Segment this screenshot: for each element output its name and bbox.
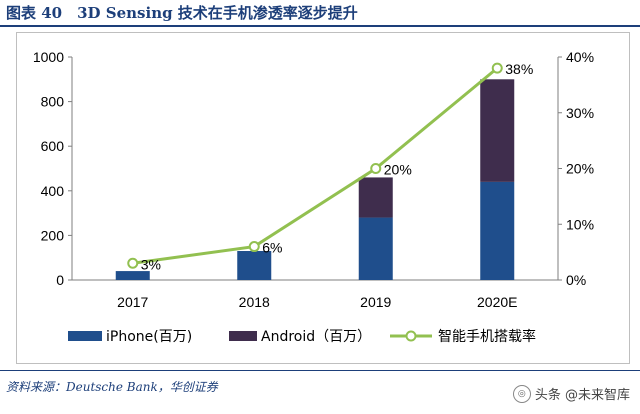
legend-marker-rate [405,330,417,342]
bar-android [358,177,393,218]
line-point [248,241,260,253]
legend-label-android: Android（百万） [261,329,371,345]
bar-iphone [480,181,515,280]
watermark-text: 头条 @未来智库 [534,388,630,403]
line-point [127,257,139,269]
watermark: ◎ 头条 @未来智库 [512,384,630,403]
data-label: 38% [505,61,533,77]
data-label: 6% [262,240,282,256]
x-tick-label: 2019 [360,294,391,310]
legend-swatch-iphone [68,331,102,341]
legend-label-rate: 智能手机搭载率 [438,328,536,345]
y-left-tick-label: 800 [41,94,65,110]
source-divider [0,370,640,371]
y-right-tick-label: 10% [566,216,594,232]
chart-frame [16,32,630,364]
bar-android [480,79,515,182]
bar-iphone [115,271,150,280]
y-left-tick-label: 400 [41,183,65,199]
y-right-tick-label: 30% [566,105,594,121]
bar-iphone [237,251,272,280]
legend-label-iphone: iPhone(百万) [106,329,192,345]
y-left-tick-label: 0 [56,272,64,288]
bar-iphone [358,217,393,280]
data-label: 3% [141,256,161,272]
legend-swatch-android [229,331,257,341]
line-point [491,62,503,74]
y-left-tick-label: 600 [41,138,65,154]
x-tick-label: 2018 [239,294,270,310]
line-penetration-rate [132,66,499,265]
title-divider [0,25,640,27]
y-left-tick-label: 200 [41,227,65,243]
x-tick-label: 2017 [117,294,148,310]
y-left-tick-label: 1000 [33,49,64,65]
figure-title: 图表 40 3D Sensing 技术在手机渗透率逐步提升 [6,4,358,22]
x-tick-label: 2020E [477,294,517,310]
y-right-tick-label: 40% [566,49,594,65]
source-note: 资料来源：Deutsche Bank，华创证券 [6,380,218,394]
y-right-tick-label: 20% [566,161,594,177]
line-point [370,163,382,174]
watermark-logo-icon: ◎ [512,384,531,403]
data-label: 20% [384,162,412,178]
y-right-tick-label: 0% [566,272,586,288]
chart-canvas: 0 200 400 600 800 1000 0% 10% 20% 30% 40% 2017 2018 2… [33,49,594,345]
